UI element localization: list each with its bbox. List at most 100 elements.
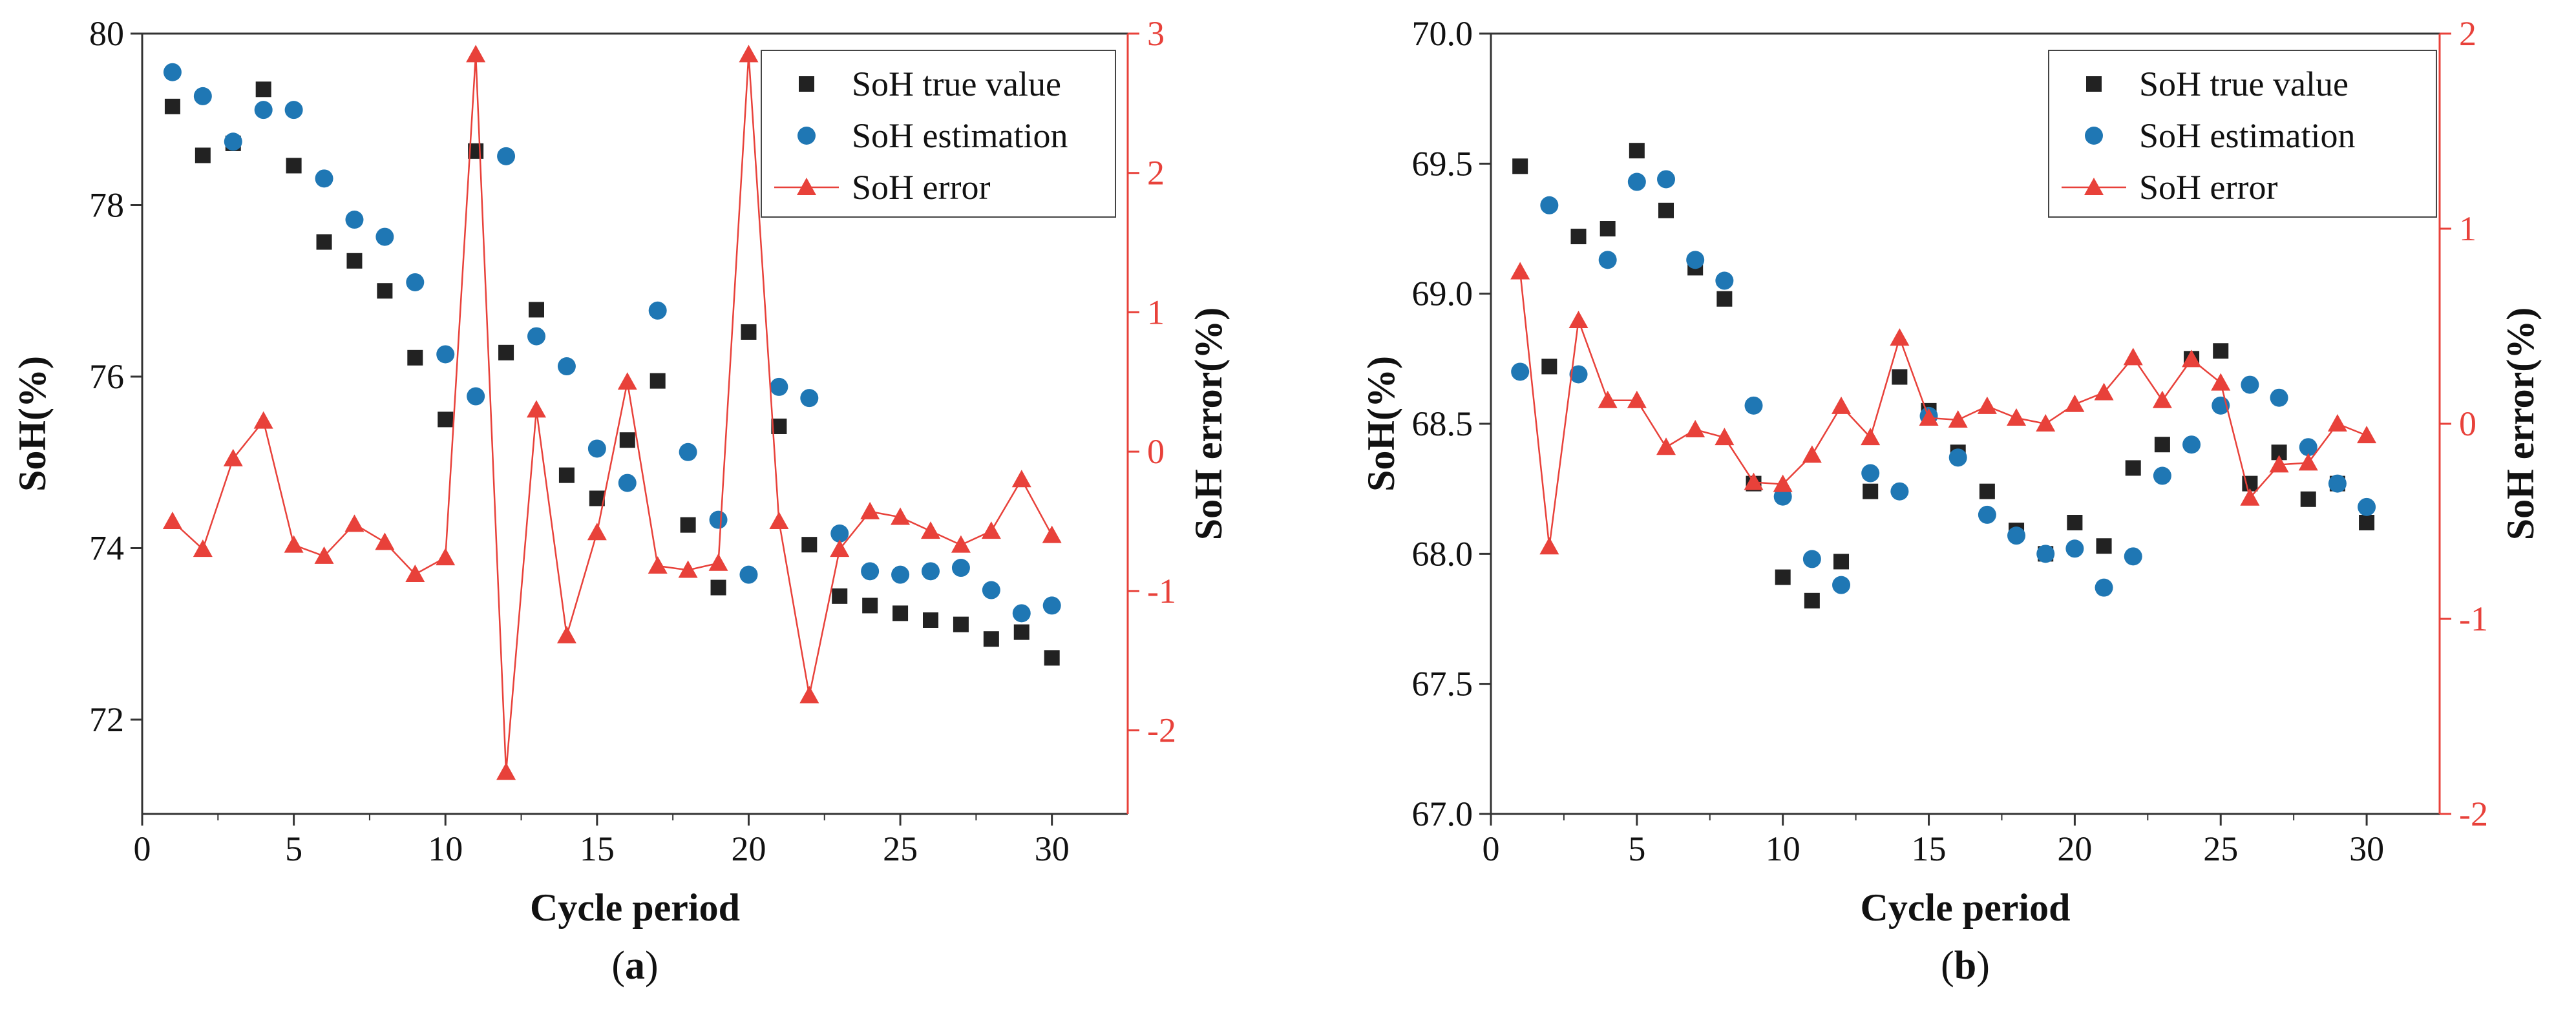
data-point-triangle	[344, 514, 364, 532]
y-tick-label: 74	[89, 528, 124, 567]
data-point-triangle	[466, 45, 486, 63]
y2-axis-label: SoH error(%)	[1187, 307, 1230, 540]
y2-tick-label: 0	[2459, 404, 2476, 443]
data-point-triangle	[617, 372, 637, 390]
data-point-square	[953, 616, 969, 632]
data-point-circle	[2007, 526, 2026, 545]
data-point-triangle	[375, 532, 395, 550]
data-point-square	[741, 324, 757, 340]
data-point-circle	[1657, 170, 1676, 189]
data-point-circle	[1012, 604, 1031, 623]
legend-entry: SoH error	[2139, 168, 2277, 207]
data-point-square	[286, 158, 302, 174]
data-point-triangle	[1042, 525, 1062, 543]
x-axis-label: Cycle period	[530, 886, 740, 929]
x-tick-label: 15	[580, 829, 615, 868]
data-point-triangle	[1715, 428, 1735, 446]
data-point-circle	[1861, 464, 1880, 483]
data-point-circle	[982, 581, 1000, 599]
data-point-square	[983, 631, 999, 647]
data-point-square	[1570, 229, 1587, 245]
data-point-triangle	[921, 521, 940, 539]
data-point-circle	[618, 474, 637, 492]
data-point-triangle	[799, 685, 819, 703]
x-tick-label: 20	[731, 829, 766, 868]
data-point-circle	[1744, 396, 1763, 415]
x-tick-label: 30	[2349, 829, 2384, 868]
data-point-circle	[922, 562, 940, 581]
data-point-circle	[2358, 497, 2376, 516]
x-tick-label: 25	[883, 829, 918, 868]
data-point-circle	[2270, 388, 2288, 407]
data-point-square	[710, 579, 726, 596]
data-point-square	[1716, 291, 1733, 307]
chart-panel-b: 0 5 10 15 20 25 3067.067.568.068.569.069.570.0…	[1360, 14, 2542, 988]
legend-marker-circle	[797, 127, 816, 145]
data-point-circle	[1540, 196, 1559, 214]
data-point-circle	[345, 211, 364, 229]
data-point-circle	[1978, 505, 1996, 524]
data-point-triangle	[981, 521, 1001, 539]
data-point-square	[2067, 515, 2083, 531]
y2-tick-label: 3	[1147, 14, 1165, 53]
data-point-circle	[406, 273, 425, 291]
data-point-square	[1044, 650, 1060, 666]
data-point-triangle	[405, 564, 425, 582]
data-point-triangle	[2152, 390, 2172, 408]
series-line-triangle	[1519, 271, 2367, 547]
x-tick-label: 5	[285, 829, 302, 868]
data-point-square	[832, 588, 848, 604]
x-tick-label: 10	[1766, 829, 1800, 868]
data-point-square	[1599, 221, 1616, 236]
data-point-circle	[800, 389, 819, 408]
data-point-square	[2300, 491, 2316, 507]
data-point-circle	[2065, 539, 2084, 558]
data-point-circle	[193, 87, 212, 105]
x-tick-label: 25	[2203, 829, 2238, 868]
data-point-circle	[648, 301, 667, 320]
data-point-circle	[254, 101, 273, 120]
data-point-triangle	[2298, 453, 2318, 471]
data-point-triangle	[314, 546, 334, 564]
x-tick-label: 30	[1035, 829, 1070, 868]
data-point-square	[255, 81, 271, 98]
data-point-triangle	[951, 535, 971, 553]
data-point-triangle	[1685, 420, 1705, 438]
data-point-triangle	[1568, 310, 1589, 328]
legend-box	[761, 50, 1116, 218]
y2-tick-label: 2	[1147, 154, 1165, 193]
data-point-square	[801, 537, 818, 553]
x-tick-label: 0	[134, 829, 151, 868]
data-point-square	[1775, 569, 1791, 585]
data-point-square	[316, 234, 332, 250]
chart-panel-a: 0 5 10 15 20 25 30 72 74 76 78 80 -2 -1 0 1 2 3 Cycle peri…	[11, 14, 1230, 988]
y2-tick-label: -1	[2459, 599, 2488, 638]
y-tick-label: 70.0	[1412, 14, 1473, 53]
y-tick-label: 67.0	[1412, 795, 1473, 833]
data-point-triangle	[2182, 349, 2202, 368]
data-point-triangle	[556, 625, 576, 643]
data-point-circle	[557, 357, 576, 376]
data-point-triangle	[1919, 408, 1939, 426]
data-point-triangle	[496, 762, 516, 780]
data-point-triangle	[1802, 445, 1822, 463]
legend-marker-square	[2086, 76, 2102, 92]
data-point-square	[1629, 143, 1645, 159]
y-tick-label: 78	[89, 185, 124, 224]
data-point-circle	[891, 565, 910, 584]
data-point-triangle	[2123, 348, 2143, 366]
data-point-circle	[284, 101, 303, 120]
y-tick-label: 76	[89, 357, 124, 396]
legend: SoH true value SoH estimation SoH error	[2048, 50, 2437, 218]
legend-marker-square	[799, 76, 814, 92]
data-point-square	[346, 253, 363, 269]
data-point-circle	[770, 377, 788, 396]
data-point-circle	[224, 132, 242, 151]
data-point-square	[1512, 158, 1528, 174]
data-point-circle	[709, 510, 728, 529]
data-point-triangle	[1773, 474, 1793, 492]
data-point-triangle	[648, 556, 668, 574]
data-point-square	[649, 373, 666, 389]
y2-tick-label: 1	[1147, 293, 1165, 331]
data-point-triangle	[1861, 428, 1881, 446]
